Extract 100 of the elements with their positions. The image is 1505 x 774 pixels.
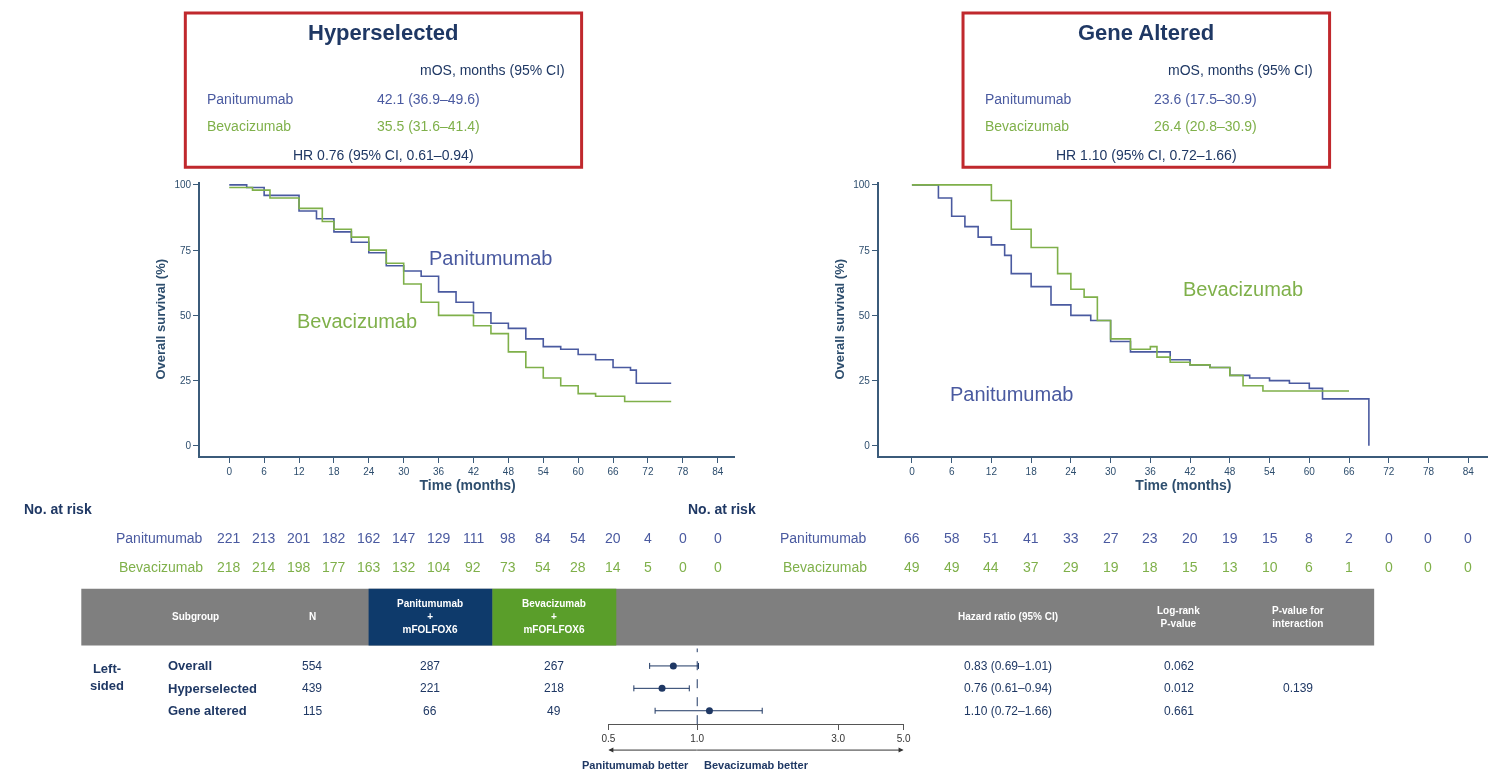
text: 28: [570, 559, 586, 575]
x-tick-label: 1.0: [690, 733, 705, 745]
text: HR 1.10 (95% CI, 0.72–1.66): [1056, 147, 1237, 163]
text: No. at risk: [688, 501, 756, 517]
x-axis-title: Time (months): [419, 477, 516, 494]
text: 66: [423, 704, 437, 718]
y-tick-label: 75: [858, 244, 871, 256]
x-tick-label: 54: [537, 466, 550, 478]
y-axis-title: Overall survival (%): [831, 258, 847, 380]
text: Panitumumab: [780, 530, 867, 546]
text: Bevacizumab: [783, 559, 868, 575]
text: 0.139: [1283, 681, 1314, 695]
text: 4: [644, 530, 652, 546]
text: 287: [420, 659, 441, 673]
y-tick-label: 50: [858, 309, 871, 321]
y-tick-label: 25: [180, 375, 192, 387]
text: HR 0.76 (95% CI, 0.61–0.94): [293, 147, 474, 163]
text: 163: [357, 559, 381, 575]
x-tick-label: 6: [948, 466, 955, 478]
text: 221: [420, 681, 441, 695]
text: 49: [944, 559, 960, 575]
text: 84: [535, 530, 551, 546]
y-tick-label: 0: [185, 440, 192, 452]
y-tick-label: 0: [864, 440, 871, 452]
text: 147: [392, 530, 416, 546]
series-label: Panitumumab: [429, 247, 553, 269]
text: Panitumumab: [950, 383, 1074, 405]
x-tick-label: 66: [1343, 466, 1356, 478]
text: 5: [644, 559, 652, 575]
x-tick-label: 78: [1422, 466, 1435, 478]
text: 19: [1103, 559, 1119, 575]
x-tick-label: 3.0: [831, 733, 846, 745]
text: 554: [302, 659, 323, 673]
x-tick-label: 0.5: [601, 733, 616, 745]
text: 162: [357, 530, 381, 546]
text: 54: [535, 559, 551, 575]
text: 27: [1103, 530, 1119, 546]
category-label: Hyperselected: [168, 681, 257, 696]
text: 20: [1182, 530, 1198, 546]
x-tick-label: 0: [909, 466, 916, 478]
text: 26.4 (20.8–30.9): [1154, 118, 1257, 134]
text: 0.012: [1164, 681, 1195, 695]
text: 66: [904, 530, 920, 546]
text: 54: [570, 530, 586, 546]
text: 182: [322, 530, 346, 546]
x-tick-label: 30: [398, 466, 410, 478]
text: 18: [1142, 559, 1158, 575]
text: 8: [1305, 530, 1313, 546]
text: mOS, months (95% CI): [1168, 62, 1313, 78]
text: 0.661: [1164, 704, 1195, 718]
text: 0: [1424, 559, 1432, 575]
text: 98: [500, 530, 516, 546]
text: 218: [544, 681, 565, 695]
text: 104: [427, 559, 451, 575]
text: 198: [287, 559, 311, 575]
text: 129: [427, 530, 451, 546]
text: Panitumumab: [207, 91, 294, 107]
text: 19: [1222, 530, 1238, 546]
text: 13: [1222, 559, 1238, 575]
x-tick-label: 18: [1025, 466, 1038, 478]
text: 0: [1385, 559, 1393, 575]
x-tick-label: 84: [1462, 466, 1475, 478]
y-tick-label: 75: [180, 244, 192, 256]
text: 221: [217, 530, 241, 546]
text: 1.10 (0.72–1.66): [964, 704, 1053, 718]
text: 0.83 (0.69–1.01): [964, 659, 1053, 673]
text: 14: [605, 559, 621, 575]
text: Bevacizumab: [119, 559, 204, 575]
text: 15: [1262, 530, 1278, 546]
text: Log-rank P-value: [1157, 605, 1201, 629]
text: 23: [1142, 530, 1158, 546]
text: 10: [1262, 559, 1278, 575]
x-tick-label: 5.0: [896, 733, 911, 745]
text: Subgroup: [172, 611, 220, 622]
text: Bevacizumab better: [704, 759, 809, 771]
text: Panitumumab + mFOLFOX6: [397, 598, 464, 635]
text: 29: [1063, 559, 1079, 575]
text: 439: [302, 681, 323, 695]
y-axis-title: Overall survival (%): [152, 258, 168, 380]
text: 15: [1182, 559, 1198, 575]
x-tick-label: 42: [1184, 466, 1197, 478]
text: 2: [1345, 530, 1353, 546]
x-tick-label: 78: [677, 466, 689, 478]
x-tick-label: 12: [293, 466, 306, 478]
text: 0: [1424, 530, 1432, 546]
x-tick-label: 54: [1263, 466, 1276, 478]
text: 35.5 (31.6–41.4): [377, 118, 480, 134]
text: Bevacizumab: [985, 118, 1070, 134]
text: 0.76 (0.61–0.94): [964, 681, 1053, 695]
x-tick-label: 0: [226, 466, 233, 478]
text: mOS, months (95% CI): [420, 62, 565, 78]
text: 51: [983, 530, 999, 546]
x-tick-label: 60: [1303, 466, 1316, 478]
text: 0: [1385, 530, 1393, 546]
text: Hazard ratio (95% CI): [958, 611, 1059, 622]
x-tick-label: 24: [363, 466, 375, 478]
text: 0: [1464, 530, 1472, 546]
x-tick-label: 72: [1383, 466, 1395, 478]
x-tick-label: 36: [1144, 466, 1157, 478]
chart-title: Hyperselected: [308, 20, 459, 45]
